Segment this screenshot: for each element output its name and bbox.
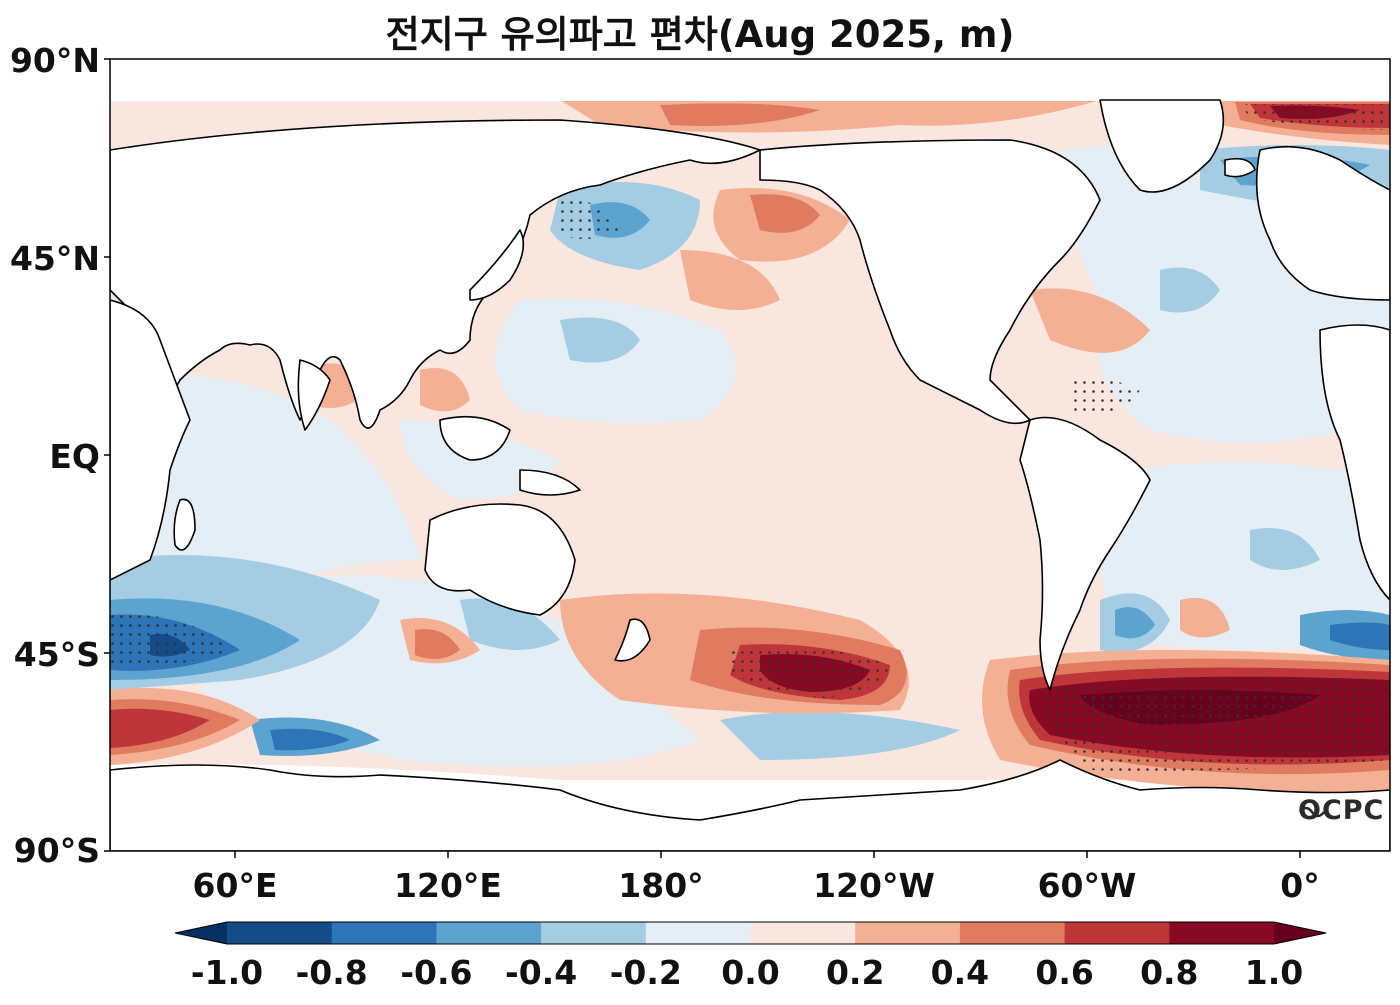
anomaly-patch-pos3-arctic <box>660 103 820 126</box>
y-label-90s: 90°S <box>13 831 100 870</box>
land-north-america <box>759 139 1101 425</box>
landmasses <box>110 99 1390 851</box>
colorbar-tick-label: 0.8 <box>1140 953 1199 992</box>
colorbar-segment <box>1169 922 1275 944</box>
colorbar-segment <box>855 922 961 944</box>
anomaly-patch-neg2-satl-east <box>1250 528 1320 570</box>
ocpc-logo: OCPC <box>1298 795 1385 826</box>
colorbar-segment <box>541 922 647 944</box>
colorbar-segment <box>959 922 1066 944</box>
y-label-45n: 45°N <box>9 239 100 278</box>
stipple-region-spac <box>730 646 890 698</box>
y-label-90n: 90°N <box>9 41 100 80</box>
colorbar-segment <box>1064 922 1170 944</box>
anomaly-patch-neg3-satl <box>1115 607 1155 639</box>
stipple-region-nwpac <box>560 199 620 239</box>
anomaly-patch-pos3-alaska <box>750 194 820 233</box>
colorbar-tick-label: 0.6 <box>1035 953 1094 992</box>
x-label-0: 0° <box>1280 866 1320 905</box>
land-new-zealand <box>614 618 651 662</box>
anomaly-patch-neg4-eastatl <box>1330 622 1390 650</box>
land-africa-west <box>1319 324 1390 601</box>
colorbar-segment <box>331 922 437 944</box>
land-iceland <box>1224 157 1256 178</box>
anomaly-patch-pos4-southind <box>110 708 210 748</box>
colorbar <box>174 921 1327 945</box>
anomaly-patch-neg2-southocean-aus <box>460 598 560 650</box>
land-madagascar <box>173 498 196 551</box>
anomaly-field <box>110 59 1390 851</box>
land-europe-north <box>1255 145 1390 301</box>
y-axis-ticks <box>104 58 110 852</box>
anomaly-patch-neg2-southocean-pac <box>720 712 960 760</box>
land-australia <box>424 503 576 616</box>
stipple-region-southind <box>110 614 230 666</box>
colorbar-tick-label: -0.8 <box>295 953 368 992</box>
anomaly-patch-neg-satl <box>1102 462 1390 650</box>
colorbar-segment <box>750 922 856 944</box>
land-africa-east <box>110 299 191 581</box>
x-label-120w: 120°W <box>813 866 935 905</box>
colorbar-tick-label: 1.0 <box>1244 953 1304 992</box>
colorbar-extend-low <box>175 922 227 944</box>
ocpc-logo-wave-icon <box>1299 806 1325 818</box>
colorbar-extend-high <box>1274 922 1326 944</box>
anomaly-patch-pos2-npac <box>680 250 780 310</box>
colorbar-tick-label: -0.6 <box>400 953 473 992</box>
anomaly-patch-neg2-npac-mid <box>560 317 640 363</box>
anomaly-patch-neg2-natl <box>1160 267 1220 313</box>
land-eurasia <box>110 119 761 429</box>
land-japan <box>469 229 525 301</box>
anomaly-patch-neg4-southocean <box>270 728 350 751</box>
colorbar-tick-label: -0.4 <box>505 953 578 992</box>
colorbar-segment <box>436 922 542 944</box>
anomaly-patch-pos3-tasman <box>415 629 460 659</box>
land-borneo-indonesia <box>439 415 511 461</box>
colorbar-tick-label: -1.0 <box>190 953 264 992</box>
arctic-no-data <box>110 59 1390 101</box>
anomaly-patch-pos2-natl <box>1030 288 1150 353</box>
colorbar-segment <box>227 922 333 944</box>
stipple-region-southatl <box>1040 676 1390 772</box>
x-label-60e: 60°E <box>192 866 278 905</box>
x-axis-ticks <box>234 851 1301 858</box>
anomaly-patch-pos2-satl-mid <box>1180 598 1230 638</box>
land-india-peninsula <box>297 359 331 431</box>
x-label-60w: 60°W <box>1037 866 1137 905</box>
land-antarctica <box>110 759 1390 851</box>
colorbar-tick-label: -0.2 <box>609 953 682 992</box>
map-title: 전지구 유의파고 편차(Aug 2025, m) <box>385 13 1015 56</box>
x-label-120e: 120°E <box>394 866 502 905</box>
colorbar-tick-label: 0.0 <box>721 953 780 992</box>
stipple-region-caribbean <box>1070 378 1140 416</box>
stipple-region-barents <box>1240 104 1390 130</box>
anomaly-patch-neg-npac <box>495 298 736 424</box>
y-label-45s: 45°S <box>13 635 100 674</box>
anomaly-patch-pos2-scs <box>420 368 470 412</box>
y-label-eq: EQ <box>49 437 100 476</box>
x-label-180: 180° <box>618 866 704 905</box>
land-greenland <box>1099 99 1225 193</box>
land-south-america <box>1019 416 1151 691</box>
colorbar-segment <box>645 922 751 944</box>
land-new-guinea <box>519 469 581 496</box>
colorbar-outline <box>174 921 1327 945</box>
colorbar-tick-label: 0.4 <box>930 953 990 992</box>
colorbar-tick-label: 0.2 <box>825 953 885 992</box>
